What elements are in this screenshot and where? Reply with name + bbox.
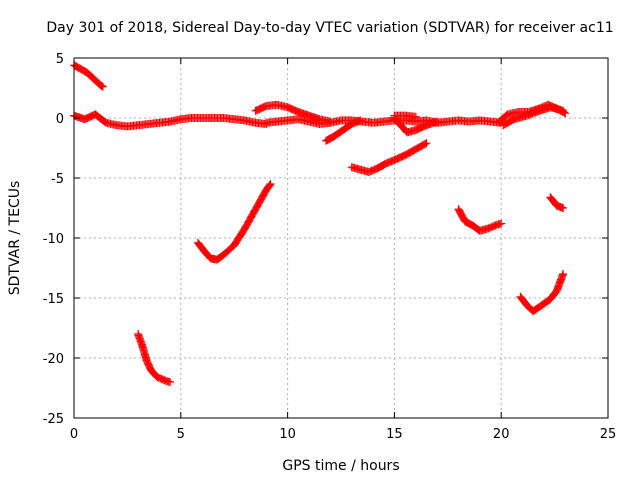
y-tick-label: -20 [43,352,64,367]
y-tick-label: -15 [43,292,64,307]
series-arc-14 [516,270,568,316]
series-arc-15 [546,193,568,212]
data-markers [347,139,431,176]
series-arc-4 [70,110,271,131]
data-markers [70,61,107,91]
series-arc-10 [390,111,420,121]
x-axis-label: GPS time / hours [282,458,399,474]
data-points [70,61,570,386]
x-tick-label: 0 [70,427,78,442]
data-markers [516,270,568,316]
series-arc-8 [347,139,431,176]
y-tick-label: 5 [56,52,64,67]
series-arc-7 [322,116,365,145]
series-arc-6 [262,115,506,128]
x-tick-label: 5 [177,427,185,442]
series-arc-5 [251,100,335,126]
y-tick-label: 0 [56,112,64,127]
x-tick-label: 10 [279,427,296,442]
data-markers [251,100,335,126]
data-markers [390,111,420,121]
series-arc-13 [499,103,568,130]
series-arc-1 [70,61,107,91]
y-tick-label: -10 [43,232,64,247]
axis-ticks: 0 5 10 15 20 25 5 0 -5 -10 -15 -20 -25 [43,52,617,442]
y-tick-label: -5 [51,172,64,187]
series-arc-2 [134,330,175,386]
data-markers [454,205,506,235]
x-tick-label: 25 [600,427,617,442]
series-arc-3 [193,180,275,264]
y-axis-label: SDTVAR / TECUs [7,181,23,296]
y-tick-label: -25 [43,412,64,427]
data-markers [193,180,275,264]
chart-title: Day 301 of 2018, Sidereal Day-to-day VTE… [46,20,613,36]
x-tick-label: 20 [493,427,510,442]
series-arc-11 [454,205,506,235]
data-markers [546,193,568,212]
x-tick-label: 15 [386,427,403,442]
data-markers [70,110,271,131]
